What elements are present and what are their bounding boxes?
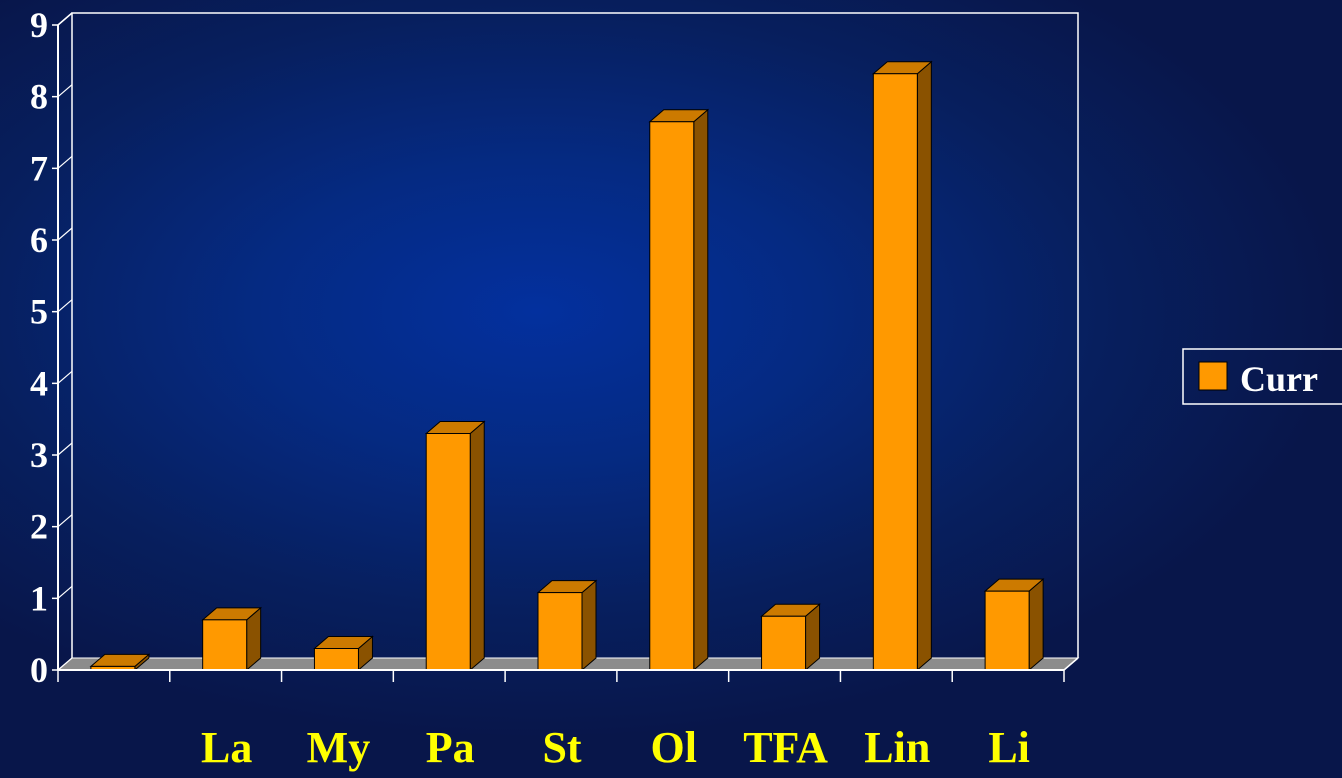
x-category-label: St — [542, 723, 581, 772]
y-tick-label: 4 — [30, 363, 48, 403]
bar-front — [649, 121, 695, 671]
y-tick-label: 9 — [30, 5, 48, 45]
bar-front — [313, 648, 359, 671]
y-tick-diagonal — [57, 514, 73, 528]
x-axis-corner — [1063, 657, 1079, 671]
y-tick-label: 1 — [30, 578, 48, 618]
y-tick-diagonal — [57, 585, 73, 599]
bar-front — [872, 73, 918, 671]
bar — [89, 653, 151, 672]
bar-side — [469, 420, 485, 672]
bar — [201, 606, 263, 672]
y-tick-diagonal — [57, 84, 73, 98]
y-tick-label: 5 — [30, 292, 48, 332]
bar — [424, 420, 486, 672]
bar-side — [693, 108, 709, 672]
legend-box — [1182, 348, 1342, 405]
bar-front — [537, 592, 583, 671]
legend-label: Curr — [1240, 359, 1318, 399]
bars-group — [89, 60, 1045, 672]
y-tick-diagonal — [57, 370, 73, 384]
bar — [871, 60, 933, 672]
x-category-label: TFA — [743, 723, 828, 772]
y-tick-diagonal — [57, 227, 73, 241]
y-tick-label: 3 — [30, 435, 48, 475]
bar — [648, 108, 710, 672]
legend: Curr — [1182, 348, 1342, 405]
x-axis: La My Pa St Ol TFA Lin Li — [57, 657, 1079, 772]
y-tick-label: 7 — [30, 148, 48, 188]
back-wall-outline — [71, 12, 1079, 658]
x-category-label: My — [307, 723, 371, 772]
bar-front — [761, 615, 807, 671]
x-category-label: La — [201, 723, 252, 772]
y-tick-diagonal — [57, 442, 73, 456]
x-category-label: Lin — [864, 723, 930, 772]
y-tick-label: 0 — [30, 650, 48, 690]
bar-front — [202, 619, 248, 671]
y-tick-label: 2 — [30, 507, 48, 547]
bar-side — [1028, 578, 1044, 672]
y-axis: 0 1 2 3 4 5 6 7 8 9 — [30, 5, 73, 690]
bar-front — [425, 433, 471, 671]
legend-swatch — [1198, 361, 1228, 391]
bar-side — [916, 60, 932, 672]
bar-side — [581, 579, 597, 672]
x-category-label: Pa — [426, 723, 475, 772]
bar — [983, 578, 1045, 672]
y-tick-label: 8 — [30, 77, 48, 117]
bar — [760, 603, 821, 672]
bar-front — [984, 590, 1030, 671]
x-category-label: Li — [988, 723, 1030, 772]
bar — [536, 579, 598, 672]
bar — [313, 635, 374, 672]
y-tick-diagonal — [57, 155, 73, 169]
y-tick-diagonal — [57, 299, 73, 313]
y-tick-diagonal — [57, 12, 73, 26]
y-tick-label: 6 — [30, 220, 48, 260]
y-tick-diagonal — [57, 657, 73, 671]
x-category-label: Ol — [651, 723, 697, 772]
